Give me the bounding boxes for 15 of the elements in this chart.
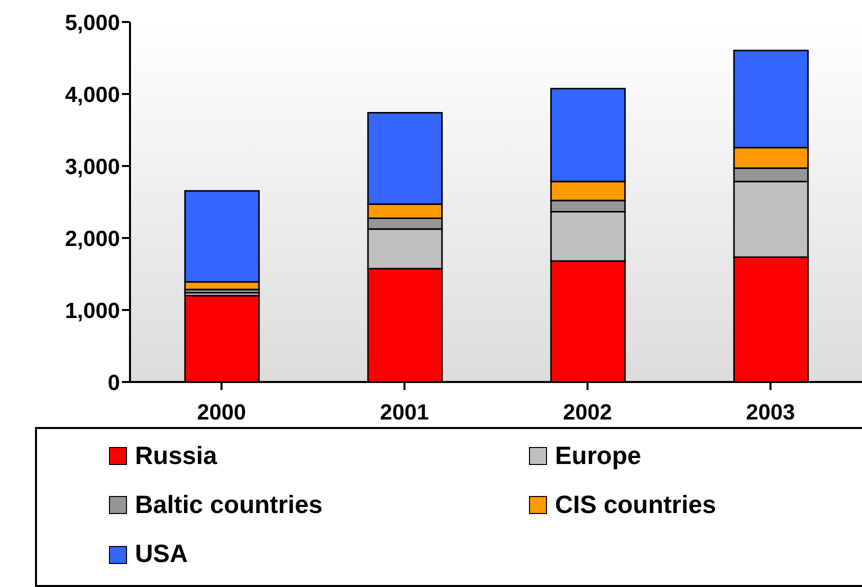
y-tick-label: 5,000	[64, 10, 120, 35]
y-tick-label: 4,000	[64, 82, 120, 107]
legend-label: Russia	[135, 442, 217, 470]
legend-label: CIS countries	[555, 490, 716, 520]
y-tick-label: 3,000	[64, 154, 120, 179]
y-tick-label: 0	[108, 370, 120, 395]
y-tick-label: 1,000	[64, 298, 120, 323]
x-tick-label: 2001	[380, 400, 429, 425]
x-tick-label: 2002	[563, 400, 612, 425]
legend-label: USA	[135, 540, 188, 570]
x-tick-label: 2000	[197, 400, 246, 425]
y-tick-label: 2,000	[64, 226, 120, 251]
legend-label: Baltic countries	[135, 490, 323, 520]
x-tick-label: 2003	[746, 400, 795, 425]
legend-label: Europe	[555, 442, 642, 470]
